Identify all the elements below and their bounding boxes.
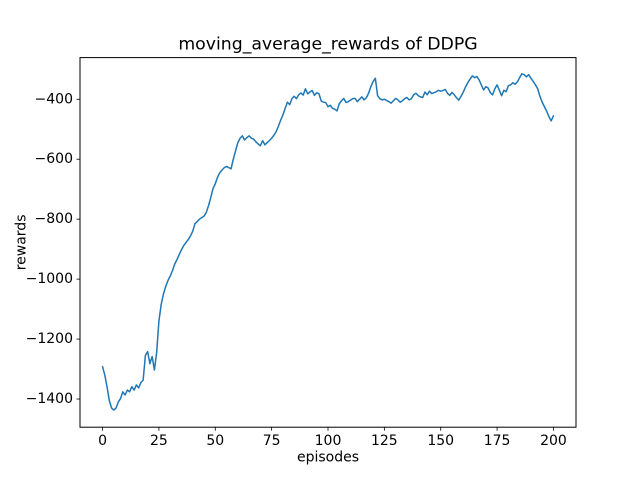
x-tick-label: 200 — [540, 433, 567, 449]
x-tick-label: 150 — [427, 433, 454, 449]
x-axis-ticks: 0 25 50 75 100 125 150 175 200 — [98, 427, 567, 449]
y-axis-label: rewards — [14, 215, 30, 271]
y-tick-label: −800 — [35, 211, 73, 227]
x-tick-label: 0 — [98, 433, 107, 449]
chart-title: moving_average_rewards of DDPG — [178, 35, 477, 55]
x-tick-label: 175 — [484, 433, 511, 449]
x-axis-label: episodes — [297, 450, 359, 466]
y-tick-label: −1200 — [26, 331, 73, 347]
x-tick-label: 50 — [206, 433, 224, 449]
y-tick-label: −1000 — [26, 271, 73, 287]
y-tick-label: −1400 — [26, 391, 73, 407]
y-tick-label: −400 — [35, 91, 73, 107]
x-tick-label: 125 — [371, 433, 398, 449]
x-tick-label: 75 — [263, 433, 281, 449]
reward-line — [101, 73, 555, 411]
plot-area — [80, 57, 576, 428]
x-tick-label: 100 — [315, 433, 342, 449]
x-tick-label: 25 — [150, 433, 168, 449]
y-axis-ticks: −400 −600 −800 −1000 −1200 −1400 — [26, 91, 80, 407]
y-tick-label: −600 — [35, 151, 73, 167]
